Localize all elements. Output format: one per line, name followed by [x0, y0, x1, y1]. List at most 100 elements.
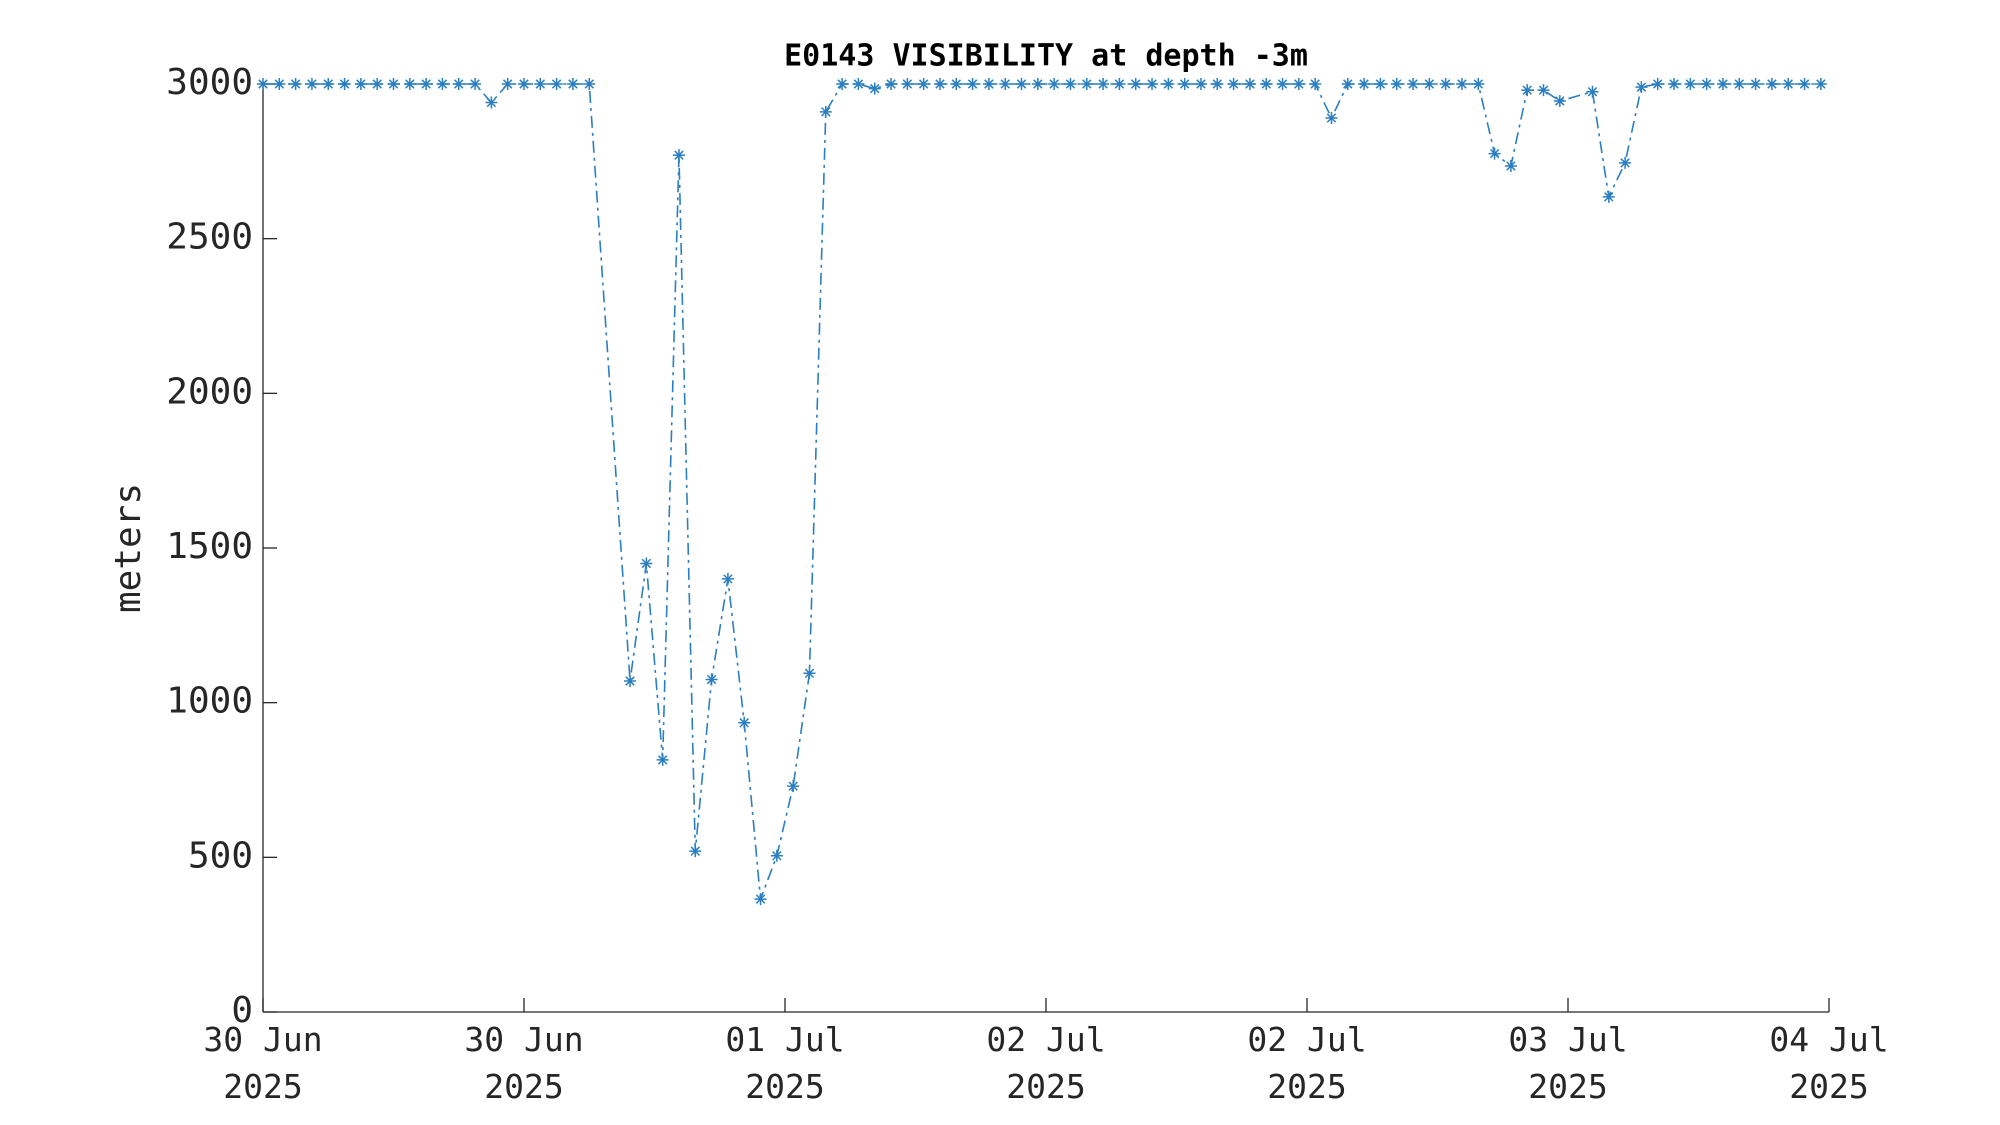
data-marker — [1553, 95, 1566, 108]
data-marker — [868, 82, 881, 95]
data-marker — [566, 78, 579, 90]
data-marker — [1700, 78, 1713, 90]
data-marker — [1504, 159, 1517, 172]
data-marker — [436, 78, 449, 90]
data-marker — [1798, 78, 1811, 90]
data-marker — [1782, 78, 1795, 90]
data-marker — [1390, 78, 1403, 90]
data-marker — [1015, 78, 1028, 90]
y-tick-label: 2000 — [166, 371, 253, 412]
data-marker — [770, 849, 783, 862]
x-tick-label: 30 Jun 2025 — [203, 1020, 323, 1106]
data-marker — [656, 753, 669, 766]
data-marker — [852, 78, 865, 90]
data-marker — [305, 78, 318, 90]
x-tick-label: 01 Jul 2025 — [725, 1020, 845, 1106]
data-marker — [1635, 81, 1648, 94]
y-tick-label: 0 — [231, 990, 253, 1031]
data-marker — [1521, 84, 1534, 97]
data-marker — [1031, 78, 1044, 90]
data-marker — [689, 845, 702, 858]
data-marker — [518, 78, 530, 90]
data-marker — [354, 78, 367, 90]
data-marker — [485, 96, 498, 109]
data-marker — [1716, 78, 1729, 90]
data-marker — [1097, 78, 1110, 90]
data-marker — [803, 667, 816, 680]
data-marker — [901, 78, 914, 90]
data-marker — [819, 105, 832, 118]
data-marker — [754, 893, 767, 906]
data-marker — [1374, 78, 1387, 90]
y-tick-label: 500 — [188, 835, 253, 876]
data-marker — [1325, 112, 1338, 125]
data-marker — [1064, 78, 1077, 90]
data-marker — [534, 78, 547, 90]
data-marker — [1358, 78, 1371, 90]
data-marker — [999, 78, 1012, 90]
data-marker — [1472, 78, 1485, 90]
data-marker — [672, 149, 685, 162]
data-marker — [624, 675, 637, 688]
y-tick-label: 2500 — [166, 217, 253, 258]
data-marker — [550, 78, 563, 90]
data-marker — [1227, 78, 1240, 90]
chart-title: E0143 VISIBILITY at depth -3m — [784, 39, 1308, 74]
y-tick-label: 3000 — [166, 62, 253, 103]
data-marker — [1668, 78, 1681, 90]
data-marker — [917, 78, 930, 90]
data-marker — [982, 78, 995, 90]
data-marker — [371, 78, 384, 90]
data-marker — [836, 78, 849, 90]
data-marker — [640, 557, 653, 570]
data-marker — [933, 78, 946, 90]
data-marker — [1455, 78, 1468, 90]
data-marker — [273, 78, 286, 90]
data-marker — [1765, 78, 1778, 90]
data-marker — [1129, 78, 1142, 90]
data-marker — [1243, 78, 1256, 90]
data-marker — [1080, 78, 1093, 90]
data-marker — [1162, 78, 1175, 90]
data-marker — [1292, 78, 1305, 90]
data-marker — [1602, 190, 1615, 203]
data-marker — [322, 78, 335, 90]
data-marker — [501, 78, 514, 90]
data-marker — [1276, 78, 1289, 90]
data-marker — [950, 78, 963, 90]
data-marker — [420, 78, 433, 90]
data-marker — [1488, 147, 1501, 160]
data-marker — [1309, 78, 1322, 90]
data-marker — [1619, 156, 1632, 169]
x-tick-label: 04 Jul 2025 — [1769, 1020, 1889, 1106]
data-marker — [1749, 78, 1762, 90]
data-marker — [257, 78, 269, 90]
x-tick-label: 02 Jul 2025 — [1247, 1020, 1367, 1106]
data-marker — [1260, 78, 1273, 90]
data-marker — [338, 78, 351, 90]
data-marker — [705, 673, 718, 686]
data-marker — [1423, 78, 1436, 90]
x-tick-label: 30 Jun 2025 — [464, 1020, 584, 1106]
data-marker — [966, 78, 979, 90]
data-marker — [1407, 78, 1420, 90]
data-marker — [1194, 78, 1207, 90]
series-line — [263, 83, 1821, 900]
data-marker — [469, 78, 482, 90]
y-tick-label: 1000 — [166, 681, 253, 722]
data-marker — [1178, 78, 1191, 90]
data-marker — [403, 78, 416, 90]
data-marker — [1651, 78, 1664, 90]
data-marker — [387, 78, 400, 90]
data-marker — [1048, 78, 1061, 90]
data-marker — [738, 716, 751, 729]
data-marker — [1537, 84, 1550, 97]
data-marker — [1211, 78, 1224, 90]
y-axis-label: meters — [108, 483, 149, 613]
data-marker — [1341, 78, 1354, 90]
data-marker — [1146, 78, 1159, 90]
data-marker — [885, 78, 898, 90]
data-marker — [721, 572, 734, 585]
